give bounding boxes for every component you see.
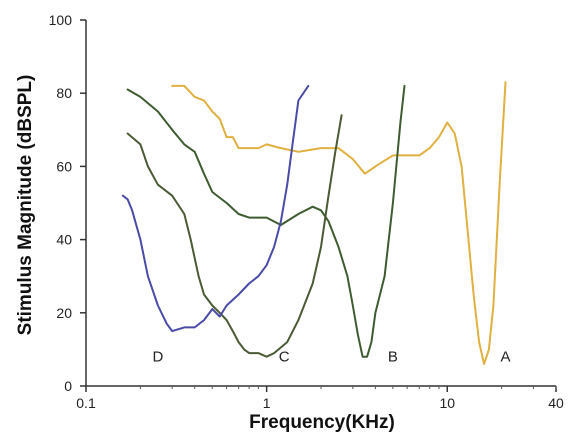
axes-layer: 0 20 40 60 80 100 0.1 1 10 40 [49,12,564,411]
y-tick-label: 20 [56,305,72,321]
y-tick-label: 80 [56,85,72,101]
y-tick-label: 100 [49,12,73,28]
x-tick-label: 10 [439,395,455,411]
curve-a [171,81,507,365]
y-axis-label: Stimulus Magnitude (dBSPL) [15,75,36,336]
curve-d [121,84,310,333]
x-tick-label: 0.1 [76,395,96,411]
curve-label-c: C [279,349,290,366]
curve-b [126,84,406,358]
x-tick-label: 40 [548,395,564,411]
curves-layer: A B C D [121,81,510,366]
curve-c [126,114,343,358]
y-tick-label: 40 [56,232,72,248]
curve-label-d: D [152,349,163,366]
curve-label-b: B [388,349,398,366]
x-tick-label: 1 [263,395,271,411]
x-axis-label: Frequency(KHz) [249,412,395,433]
y-tick-label: 0 [64,378,72,394]
curve-label-a: A [500,349,510,366]
y-tick-label: 60 [56,158,72,174]
